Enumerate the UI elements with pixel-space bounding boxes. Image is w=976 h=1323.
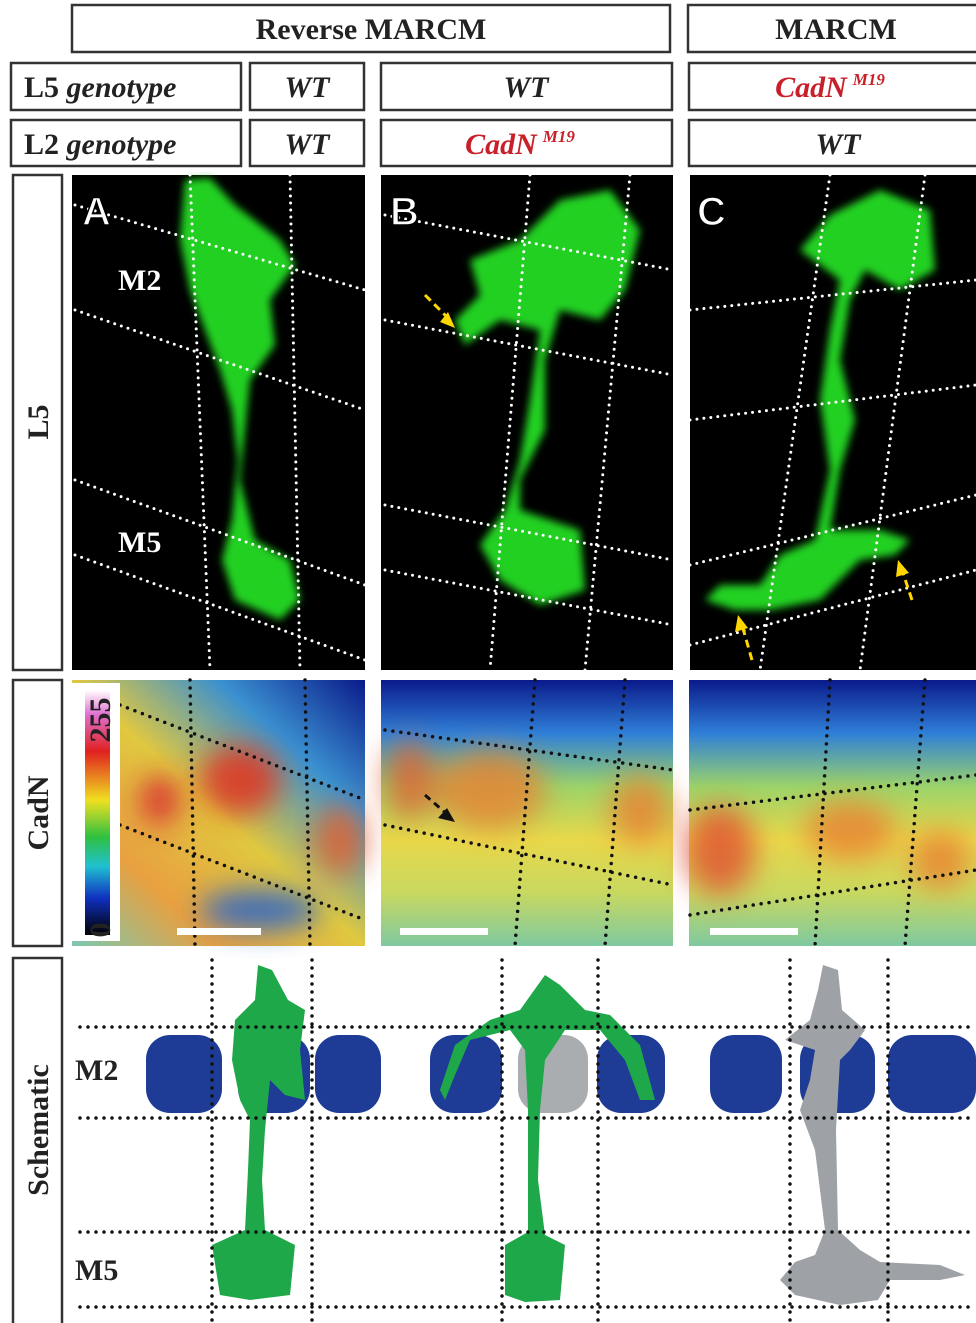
header: MARCM (775, 13, 897, 46)
layer-label: M2 (118, 264, 161, 297)
genotype: WT (285, 128, 332, 161)
side-label: CadN (22, 775, 55, 850)
panel-letter: C (697, 190, 726, 234)
colorbar-min: 0 (84, 923, 117, 938)
panel-letter: B (390, 190, 419, 234)
panel-b: B (381, 175, 673, 670)
panel-a: A M2 M5 (72, 175, 365, 670)
row-label: L2 genotype (24, 128, 176, 161)
side-label: Schematic (22, 1064, 55, 1196)
schematic: M2 M5 (72, 958, 976, 1323)
header: Reverse MARCM (256, 13, 487, 46)
schematic-label: M2 (75, 1054, 118, 1087)
heat-b (381, 680, 673, 946)
heat-c (685, 680, 976, 946)
genotype: WT (504, 71, 551, 104)
genotype: WT (285, 71, 332, 104)
layer-label: M5 (118, 526, 161, 559)
colorbar-max: 255 (84, 698, 117, 743)
panel-c: C (690, 175, 976, 670)
side-label: L5 (22, 404, 55, 439)
heat-a: 255 0 (72, 680, 365, 946)
schematic-label: M5 (75, 1254, 118, 1287)
genotype: WT (816, 128, 863, 161)
panel-letter: A (82, 190, 111, 234)
figure: Reverse MARCM MARCM L5 genotype WT WT Ca… (0, 0, 976, 1323)
row-label: L5 genotype (24, 71, 176, 104)
